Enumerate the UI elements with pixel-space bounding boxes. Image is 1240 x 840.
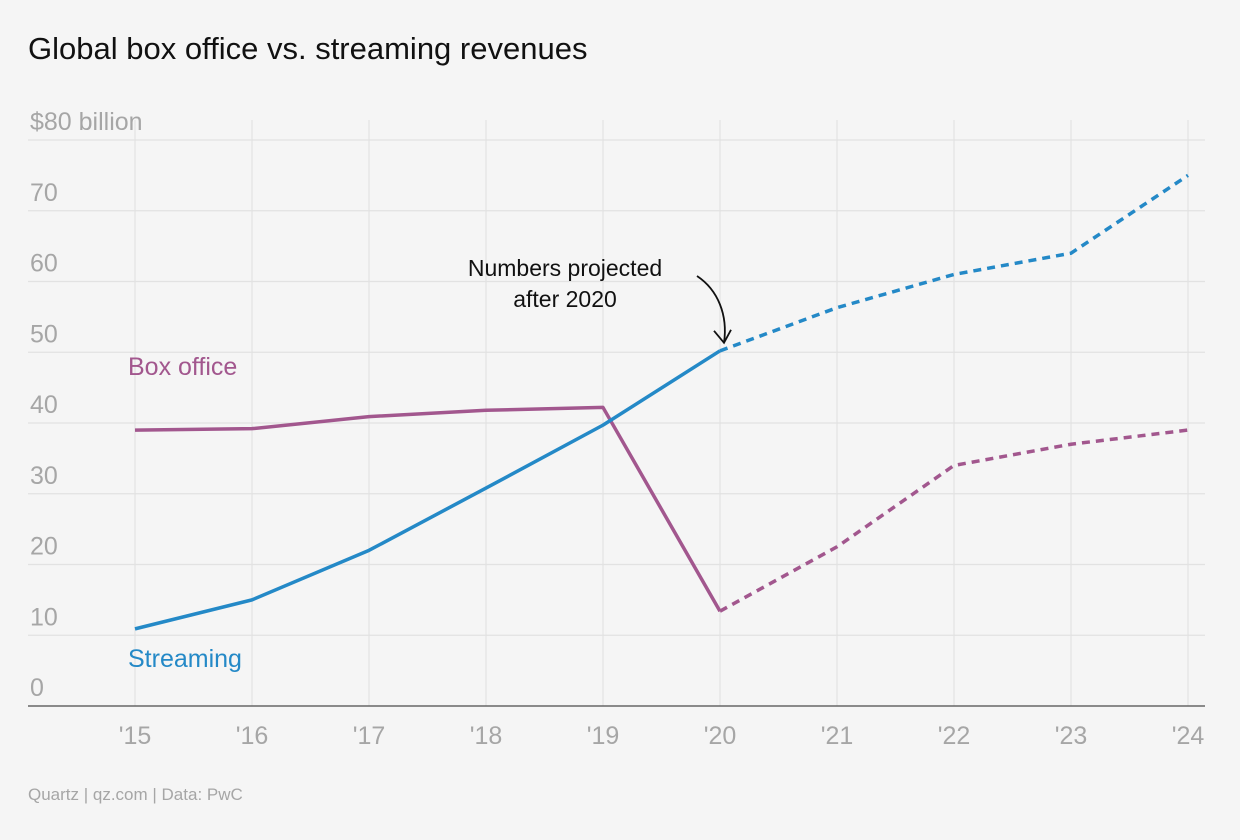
x-axis: '15 '16 '17 '18 '19 '20 '21 '22 '23 '24 [119,722,1205,750]
x-tick-label: '21 [821,722,854,750]
chart-title: Global box office vs. streaming revenues [28,31,587,66]
grid [28,120,1205,706]
y-tick-label: 40 [30,391,58,419]
x-tick-label: '16 [236,722,269,750]
series-lines [134,173,1189,631]
source-note: Quartz | qz.com | Data: PwC [28,785,243,804]
annotation-line-1: Numbers projected [468,255,662,281]
box-office-line-actual [134,405,722,613]
x-tick-label: '23 [1055,722,1088,750]
box-office-label: Box office [128,353,237,381]
y-tick-label: 20 [30,533,58,561]
y-axis: 0 10 20 30 40 50 60 70 $80 billion [30,108,143,702]
streaming-line-actual [134,349,721,631]
streaming-label: Streaming [128,645,242,673]
y-tick-label: 0 [30,674,44,702]
x-tick-label: '18 [470,722,503,750]
x-tick-label: '19 [587,722,620,750]
y-tick-label: 30 [30,462,58,490]
series-labels: Box office Streaming [128,353,242,673]
annotation-arrowhead [713,329,732,345]
x-tick-label: '15 [119,722,152,750]
y-tick-label: 70 [30,179,58,207]
annotation-line-2: after 2020 [513,286,617,312]
x-tick-label: '17 [353,722,386,750]
annotation: Numbers projected after 2020 [468,255,732,345]
y-tick-label: $80 billion [30,108,143,136]
annotation-arrow [696,275,726,343]
box-office-line-projected [719,428,1189,613]
y-tick-label: 60 [30,250,58,278]
x-tick-label: '24 [1172,722,1205,750]
x-tick-label: '22 [938,722,971,750]
streaming-line-projected [719,173,1189,353]
y-tick-label: 10 [30,603,58,631]
x-tick-label: '20 [704,722,737,750]
y-tick-label: 50 [30,320,58,348]
